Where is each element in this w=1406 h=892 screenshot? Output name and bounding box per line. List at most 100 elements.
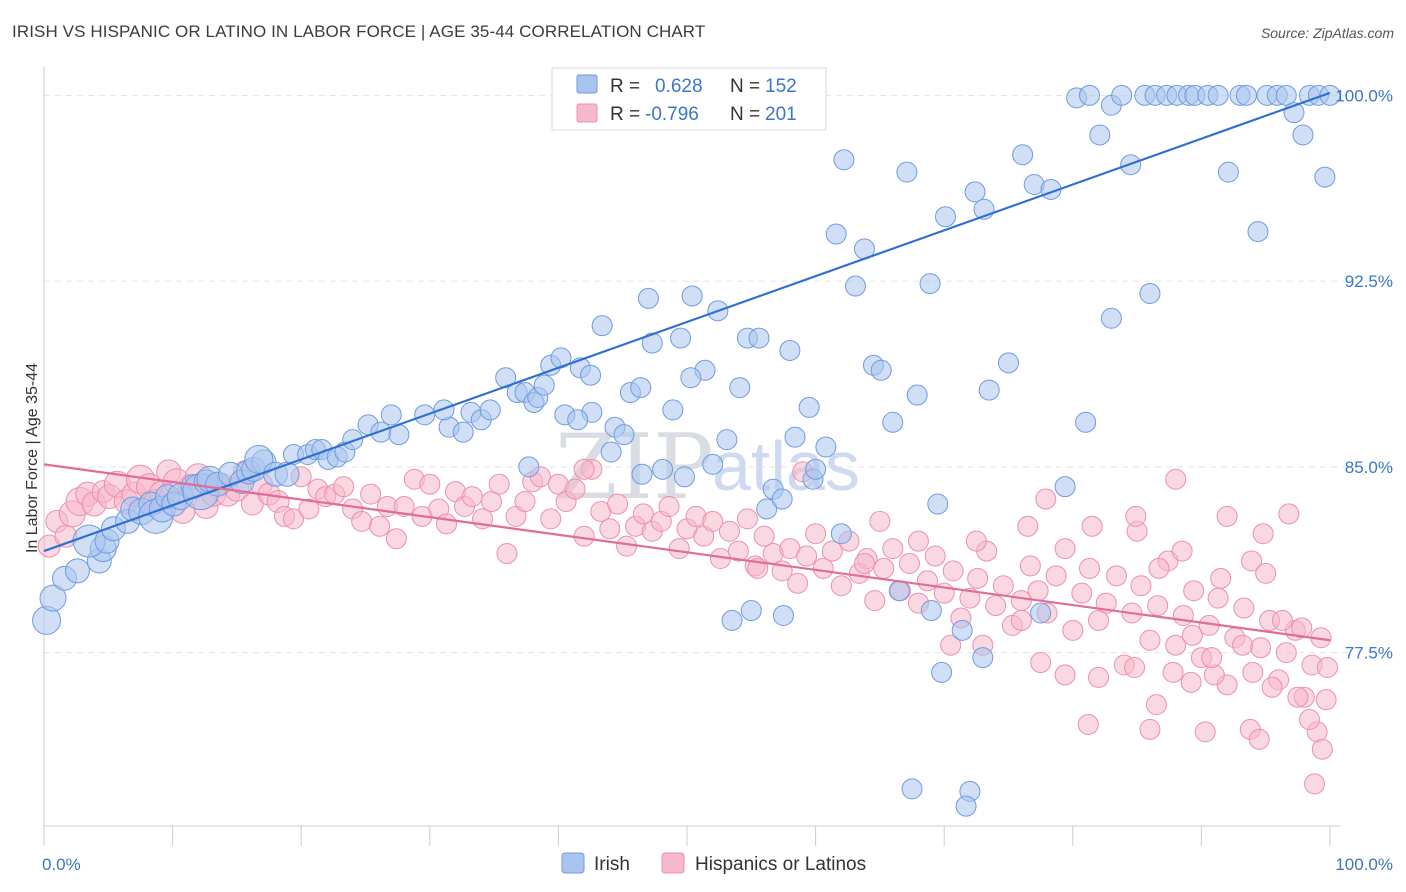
hisp-point-118 <box>1019 555 1041 577</box>
legend-n-label-hisp: N = <box>730 104 760 125</box>
irish-point-125 <box>1247 221 1269 243</box>
hisp-point-128 <box>1106 565 1128 587</box>
irish-point-103 <box>998 352 1019 374</box>
irish-point-145 <box>1075 411 1097 433</box>
hisp-point-111 <box>959 587 981 609</box>
source-label: Source: ZipAtlas.com <box>1260 25 1394 41</box>
hisp-point-189 <box>1124 656 1146 678</box>
hisp-point-185 <box>907 530 929 552</box>
irish-point-107 <box>1054 476 1076 498</box>
bottom-legend: Irish Hispanics or Latinos <box>561 852 866 875</box>
irish-point-67 <box>641 332 663 354</box>
hisp-point-41 <box>360 483 382 505</box>
hisp-point-92 <box>796 545 818 567</box>
irish-point-104 <box>1012 144 1034 166</box>
irish-point-135 <box>721 609 743 631</box>
legend-r-value-hisp: -0.796 <box>645 104 699 125</box>
irish-point-81 <box>772 604 794 626</box>
irish-point-152 <box>673 466 695 488</box>
irish-point-95 <box>919 273 941 295</box>
hisp-point-93 <box>805 523 827 545</box>
hisp-point-57 <box>496 543 518 565</box>
hisp-point-34 <box>298 498 320 520</box>
irish-point-110 <box>1089 124 1111 146</box>
hisp-point-157 <box>1017 515 1039 537</box>
y-tick-label-1: 85.0% <box>1345 458 1393 477</box>
irish-point-100 <box>964 181 986 203</box>
irish-point-69 <box>637 287 659 309</box>
irish-point-147 <box>1139 282 1161 304</box>
hisp-point-101 <box>873 557 895 579</box>
hisp-trend-line <box>43 463 1331 642</box>
hisp-point-48 <box>419 473 441 495</box>
hisp-point-106 <box>916 570 938 592</box>
hisp-point-161 <box>1216 505 1238 527</box>
hisp-point-65 <box>564 478 586 500</box>
irish-point-143 <box>972 647 994 669</box>
irish-point-87 <box>833 149 855 171</box>
hisp-point-165 <box>1030 652 1052 674</box>
chart-title: IRISH VS HISPANIC OR LATINO IN LABOR FOR… <box>12 22 706 41</box>
hisp-point-156 <box>965 530 987 552</box>
hisp-point-50 <box>436 513 458 535</box>
irish-point-74 <box>716 429 738 451</box>
hisp-point-201 <box>1125 505 1147 527</box>
hisp-point-167 <box>1145 694 1167 716</box>
hisp-point-174 <box>1311 738 1333 760</box>
irish-point-88 <box>844 275 866 297</box>
hisp-point-81 <box>702 510 724 532</box>
irish-point-49 <box>479 399 501 421</box>
hisp-point-187 <box>1010 609 1032 631</box>
irish-point-98 <box>934 206 956 228</box>
trend-lines <box>43 91 1331 642</box>
hisp-point-196 <box>1241 550 1263 572</box>
hisp-point-94 <box>812 557 834 579</box>
irish-point-86 <box>825 223 847 245</box>
irish-point-150 <box>955 795 977 817</box>
irish-point-130 <box>1292 124 1314 146</box>
hisp-point-190 <box>1162 661 1184 683</box>
hisp-point-177 <box>1139 718 1161 740</box>
hisp-point-96 <box>830 575 852 597</box>
hisp-point-202 <box>1165 468 1187 490</box>
irish-point-122 <box>1217 161 1239 183</box>
irish-point-151 <box>680 367 702 389</box>
hisp-point-45 <box>393 495 415 517</box>
hisp-point-87 <box>753 525 775 547</box>
hisp-point-84 <box>727 540 749 562</box>
irish-point-142 <box>920 600 942 622</box>
hisp-point-126 <box>1088 609 1110 631</box>
irish-point-30 <box>274 461 300 487</box>
irish-point-137 <box>631 463 653 485</box>
irish-point-45 <box>433 399 455 421</box>
hisp-point-163 <box>1278 503 1300 525</box>
irish-point-75 <box>729 377 751 399</box>
hisp-point-164 <box>940 634 962 656</box>
hisp-point-158 <box>1081 515 1103 537</box>
irish-point-141 <box>888 580 910 602</box>
hisp-point-179 <box>1248 728 1270 750</box>
hisp-point-38 <box>333 476 355 498</box>
irish-point-61 <box>580 364 602 386</box>
hisp-point-53 <box>461 486 483 508</box>
hisp-point-76 <box>658 495 680 517</box>
irish-point-66 <box>630 377 652 399</box>
irish-trend-line <box>43 91 1331 553</box>
legend-r-value-irish: 0.628 <box>655 76 703 97</box>
irish-point-42 <box>380 404 402 426</box>
legend-n-value-irish: 152 <box>765 76 797 97</box>
hisp-point-100 <box>864 590 886 612</box>
hisp-point-109 <box>942 560 964 582</box>
hisp-point-91 <box>787 572 809 594</box>
hisp-point-42 <box>369 515 391 537</box>
y-tick-label-3: 100.0% <box>1335 86 1393 105</box>
hisp-point-143 <box>1233 597 1255 619</box>
hisp-point-62 <box>540 508 562 530</box>
hisp-point-153 <box>1316 656 1338 678</box>
irish-point-124 <box>1235 84 1257 106</box>
hisp-point-121 <box>1045 565 1067 587</box>
hisp-point-148 <box>1275 642 1297 664</box>
hisp-point-191 <box>1201 647 1223 669</box>
hisp-point-104 <box>898 552 920 574</box>
